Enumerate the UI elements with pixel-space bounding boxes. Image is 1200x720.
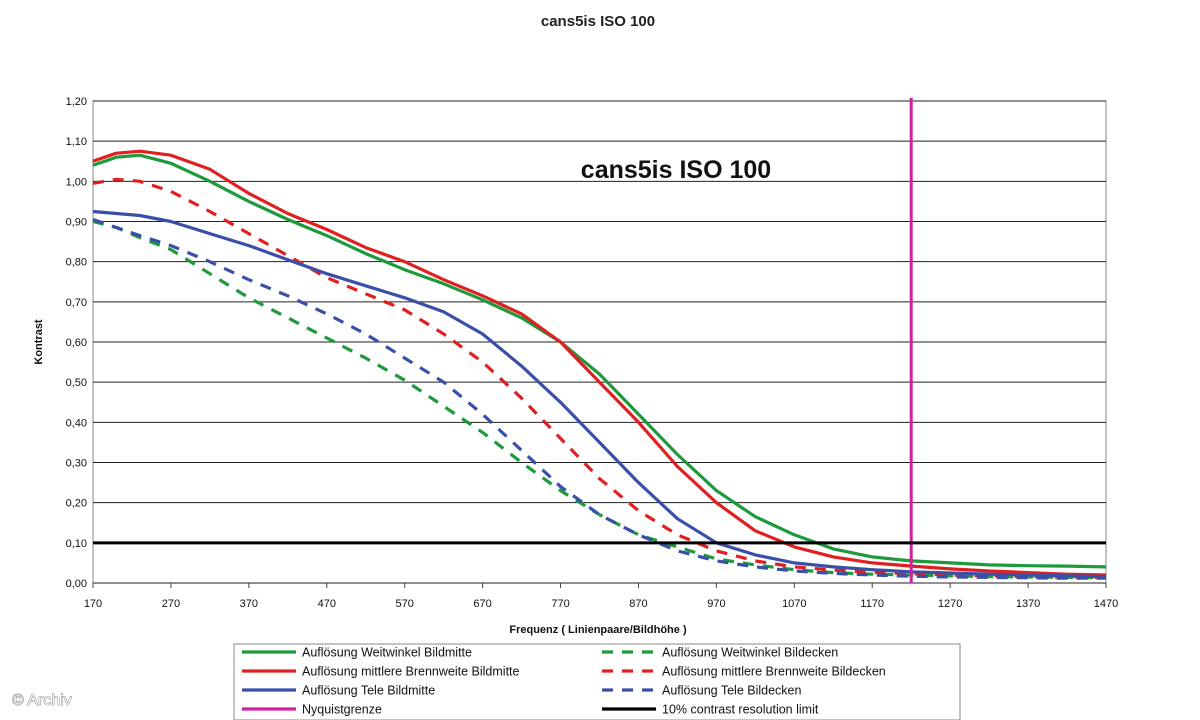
y-tick-label: 1,20 — [66, 96, 87, 108]
series-line-2 — [92, 219, 1107, 580]
series-lines — [92, 149, 1107, 580]
y-tick-label: 0,10 — [66, 538, 87, 550]
x-tick-label: 770 — [551, 598, 569, 610]
y-tick-label: 0,30 — [66, 458, 87, 470]
y-axis-ticks: 0,00 0,10 0,20 0,30 0,40 0,50 0,60 0,70 0,80 0,90… — [66, 96, 87, 590]
x-tick-label: 570 — [396, 598, 414, 610]
credit-watermark: © Archiv — [12, 692, 72, 709]
y-tick-label: 0,50 — [66, 377, 87, 389]
series-line-5 — [92, 209, 1107, 579]
x-axis-ticks: 170 270 370 470 570 670 770 870 970 1070 1170 1270 1… — [84, 583, 1118, 610]
y-tick-label: 0,40 — [66, 417, 87, 429]
y-tick-label: 0,20 — [66, 498, 87, 510]
x-tick-label: 470 — [318, 598, 336, 610]
x-tick-label: 1470 — [1094, 598, 1118, 610]
x-tick-label: 970 — [707, 598, 725, 610]
y-tick-label: 1,00 — [66, 176, 87, 188]
x-tick-label: 1370 — [1016, 598, 1040, 610]
legend-label: Auflösung mittlere Brennweite Bildmitte — [302, 665, 520, 679]
y-tick-label: 0,90 — [66, 217, 87, 229]
series-line-6 — [92, 217, 1106, 580]
legend-label: 10% contrast resolution limit — [662, 703, 819, 717]
y-tick-label: 0,70 — [66, 297, 87, 309]
series-line-3 — [92, 149, 1107, 577]
chart-title: cans5is ISO 100 — [541, 13, 655, 30]
legend-label: Auflösung mittlere Brennweite Bildecken — [662, 665, 886, 679]
x-tick-label: 370 — [240, 598, 258, 610]
legend-label: Auflösung Tele Bildmitte — [302, 684, 435, 698]
legend-label: Auflösung Weitwinkel Bildecken — [662, 646, 838, 660]
x-tick-label: 1170 — [860, 598, 884, 610]
x-tick-label: 1270 — [938, 598, 962, 610]
x-tick-label: 170 — [84, 598, 102, 610]
reference-lines — [93, 98, 1106, 583]
x-tick-label: 870 — [629, 598, 647, 610]
legend-label: Auflösung Weitwinkel Bildmitte — [302, 646, 472, 660]
y-tick-label: 0,80 — [66, 257, 87, 269]
series-line-4 — [92, 177, 1107, 579]
y-tick-label: 0,00 — [66, 578, 87, 590]
legend-label: Auflösung Tele Bildecken — [662, 684, 801, 698]
y-tick-label: 1,10 — [66, 136, 87, 148]
x-axis-label: Frequenz ( Linienpaare/Bildhöhe ) — [509, 624, 687, 636]
plot-inner-title: cans5is ISO 100 — [581, 156, 771, 184]
legend-label: Nyquistgrenze — [302, 703, 382, 717]
legend-box — [233, 643, 961, 720]
x-tick-label: 670 — [473, 598, 491, 610]
x-tick-label: 270 — [162, 598, 180, 610]
y-axis-label: Kontrast — [33, 319, 45, 365]
x-tick-label: 1070 — [782, 598, 806, 610]
series-line-1 — [92, 153, 1107, 569]
y-tick-label: 0,60 — [66, 337, 87, 349]
legend: Auflösung Weitwinkel Bildmitte Auflösung … — [242, 646, 886, 717]
